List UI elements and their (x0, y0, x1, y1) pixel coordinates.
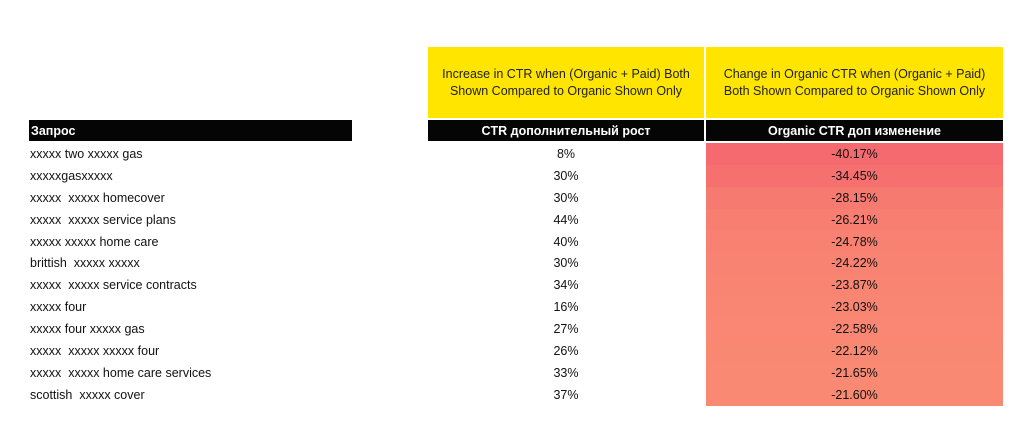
ctr-increase-cell: 34% (553, 278, 579, 293)
ctr-increase-description: Increase in CTR when (Organic + Paid) Bo… (428, 47, 704, 118)
table-body: xxxxx two xxxxx gas 8% -40.17% xxxxxgasxxxx… (0, 143, 1024, 406)
organic-change-cell: -23.87% (706, 274, 1003, 297)
organic-change-cell: -34.45% (706, 164, 1003, 187)
table-row: scottish xxxxx cover 37% -21.60% (0, 383, 1024, 406)
table-row: xxxxx xxxxx service contracts 34% -23.87% (0, 274, 1024, 297)
table-row: xxxxx xxxxx home care services 33% -21.65% (0, 361, 1024, 384)
table-row: brittish xxxxx xxxxx 30% -24.22% (0, 252, 1024, 275)
table-row: xxxxxgasxxxxx 30% -34.45% (0, 164, 1024, 187)
ctr-increase-line-1: Increase in CTR when (Organic + Paid) Bo… (442, 66, 690, 81)
query-cell: xxxxx xxxxx home care services (30, 365, 212, 380)
organic-change-cell: -24.78% (706, 230, 1003, 253)
query-cell: scottish xxxxx cover (30, 387, 145, 402)
organic-change-cell: -21.65% (706, 361, 1003, 384)
query-cell: xxxxx xxxxx service plans (30, 212, 176, 227)
table-row: xxxxx xxxxx service plans 44% -26.21% (0, 208, 1024, 231)
ctr-increase-cell: 16% (553, 300, 579, 315)
table-row: xxxxx two xxxxx gas 8% -40.17% (0, 143, 1024, 165)
table-row: xxxxx four 16% -23.03% (0, 296, 1024, 319)
query-cell: xxxxx four xxxxx gas (30, 322, 145, 337)
organic-change-cell: -22.12% (706, 340, 1003, 362)
ctr-increase-cell: 37% (553, 387, 579, 402)
organic-change-description: Change in Organic CTR when (Organic + Pa… (706, 47, 1003, 118)
organic-change-cell: -28.15% (706, 186, 1003, 209)
organic-change-cell: -22.58% (706, 318, 1003, 341)
ctr-increase-cell: 33% (553, 365, 579, 380)
ctr-increase-cell: 30% (553, 190, 579, 205)
column-header-organic: Organic CTR доп изменение (706, 120, 1003, 141)
ctr-increase-cell: 30% (553, 256, 579, 271)
table-row: xxxxx xxxxx homecover 30% -28.15% (0, 186, 1024, 209)
ctr-increase-cell: 44% (553, 212, 579, 227)
organic-change-cell: -40.17% (706, 143, 1003, 165)
column-header-ctr: CTR дополнительный рост (428, 120, 704, 141)
organic-change-cell: -24.22% (706, 252, 1003, 275)
query-cell: xxxxx xxxxx xxxxx four (30, 343, 160, 358)
table-row: xxxxx xxxxx xxxxx four 26% -22.12% (0, 340, 1024, 362)
query-cell: xxxxx four (30, 300, 87, 315)
query-cell: xxxxx xxxxx service contracts (30, 278, 197, 293)
table-row: xxxxx four xxxxx gas 27% -22.58% (0, 318, 1024, 341)
query-cell: xxxxx xxxxx home care (30, 234, 159, 249)
ctr-increase-cell: 26% (553, 343, 579, 358)
organic-change-cell: -23.03% (706, 296, 1003, 319)
column-header-query: Запрос (29, 120, 352, 141)
ctr-increase-cell: 40% (553, 234, 579, 249)
ctr-increase-line-2: Shown Compared to Organic Shown Only (449, 83, 683, 98)
query-cell: brittish xxxxx xxxxx (30, 256, 140, 271)
query-cell: xxxxx two xxxxx gas (30, 146, 143, 161)
organic-change-cell: -21.60% (706, 383, 1003, 406)
table-row: xxxxx xxxxx home care 40% -24.78% (0, 230, 1024, 253)
ctr-increase-cell: 8% (556, 146, 576, 161)
organic-change-line-1: Change in Organic CTR when (Organic + Pa… (723, 66, 986, 81)
query-cell: xxxxx xxxxx homecover (30, 190, 165, 205)
organic-change-line-2: Both Shown Compared to Organic Shown Onl… (723, 83, 986, 98)
organic-change-cell: -26.21% (706, 208, 1003, 231)
ctr-increase-cell: 27% (553, 322, 579, 337)
ctr-increase-cell: 30% (553, 168, 579, 183)
query-cell: xxxxxgasxxxxx (30, 168, 113, 183)
